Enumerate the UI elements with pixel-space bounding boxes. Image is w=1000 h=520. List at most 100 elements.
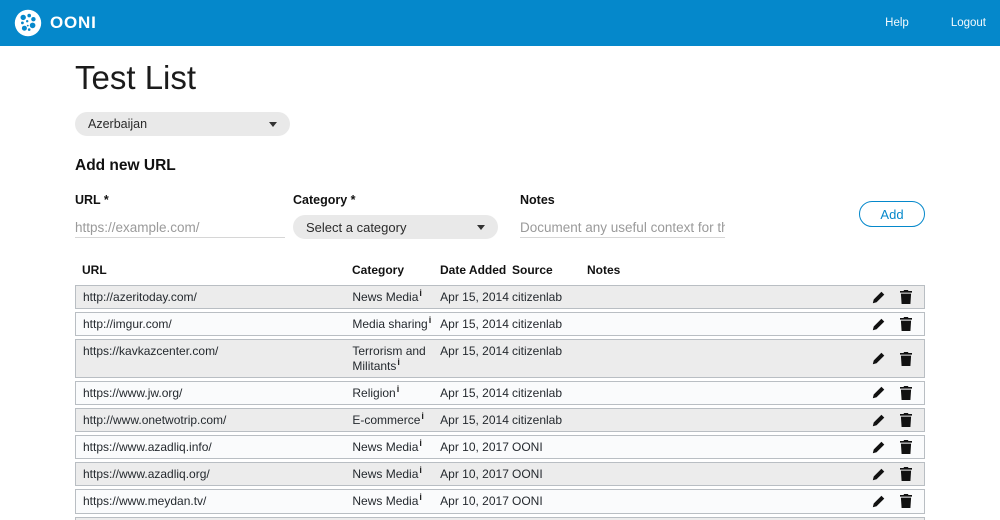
delete-icon[interactable]: [899, 467, 912, 482]
edit-icon[interactable]: [872, 495, 885, 508]
delete-icon[interactable]: [899, 494, 912, 509]
date-added-cell: Apr 15, 2014: [440, 290, 509, 305]
category-value: Terrorism and Militants: [352, 344, 426, 373]
source-cell: citizenlab: [511, 385, 563, 400]
header-source: Source: [512, 263, 553, 277]
table-row: https://www.azadliq.info/ News Mediai Ap…: [75, 435, 925, 460]
url-cell: https://www.azadliq.org/: [83, 467, 210, 482]
table-row: http://imgur.com/ Media sharingi Apr 15,…: [75, 312, 925, 337]
table-row: http://azeritoday.com/ News Mediai Apr 1…: [75, 285, 925, 310]
notes-cell: [587, 344, 864, 372]
url-cell: http://azeritoday.com/: [83, 290, 197, 305]
info-icon: i: [396, 383, 400, 394]
notes-cell: [587, 386, 864, 400]
row-actions: [864, 440, 924, 455]
edit-icon[interactable]: [872, 318, 885, 331]
add-button[interactable]: Add: [859, 201, 925, 227]
table-row: http://www.onetwotrip.com/ E-commercei A…: [75, 407, 925, 433]
url-cell: https://www.jw.org/: [83, 385, 183, 400]
source-cell: OONI: [511, 494, 543, 509]
delete-icon[interactable]: [899, 413, 912, 428]
add-url-heading: Add new URL: [75, 157, 176, 174]
date-added-cell: Apr 15, 2014: [440, 344, 509, 359]
row-actions: [864, 413, 924, 428]
info-icon: i: [419, 492, 422, 503]
source-cell: citizenlab: [511, 412, 563, 427]
info-icon: i: [428, 315, 432, 326]
delete-icon[interactable]: [899, 351, 912, 366]
row-actions: [864, 351, 924, 366]
notes-cell: [587, 467, 864, 481]
edit-icon[interactable]: [872, 414, 885, 427]
date-added-cell: Apr 15, 2014: [440, 412, 509, 427]
date-added-cell: Apr 10, 2017: [440, 440, 509, 455]
info-icon: i: [397, 356, 400, 367]
table-header-row: URL Category Date Added Source Notes: [75, 263, 925, 282]
info-icon: i: [421, 410, 424, 421]
edit-icon[interactable]: [872, 468, 885, 481]
category-cell: News Mediai: [352, 438, 440, 455]
notes-input[interactable]: [520, 217, 725, 238]
notes-cell: [587, 290, 864, 304]
edit-icon[interactable]: [872, 441, 885, 454]
date-added-cell: Apr 10, 2017: [440, 467, 509, 482]
category-value: Media sharing: [352, 317, 428, 332]
category-select-value: Select a category: [306, 219, 407, 235]
row-actions: [864, 494, 924, 509]
chevron-down-icon: [477, 224, 485, 230]
url-cell: http://www.onetwotrip.com/: [83, 412, 227, 427]
notes-cell: [587, 494, 864, 508]
category-select[interactable]: Select a category: [293, 215, 498, 239]
date-added-cell: Apr 10, 2017: [440, 494, 509, 509]
add-url-form: URL * Category * Select a category Notes…: [75, 193, 925, 239]
date-added-cell: Apr 15, 2014: [440, 385, 509, 400]
category-cell: News Mediai: [352, 492, 440, 509]
url-input[interactable]: [75, 217, 285, 238]
row-actions: [864, 290, 924, 305]
notes-cell: [587, 440, 864, 454]
info-icon: i: [419, 288, 422, 299]
delete-icon[interactable]: [899, 385, 912, 400]
edit-icon[interactable]: [872, 291, 885, 304]
table-row: http://www.abzas.net/ News Mediai Apr 10…: [75, 516, 925, 520]
table-row: https://www.meydan.tv/ News Mediai Apr 1…: [75, 489, 925, 514]
source-cell: citizenlab: [511, 317, 563, 332]
top-navbar: OONI Help Logout: [0, 0, 1000, 46]
brand-wordmark: OONI: [50, 13, 97, 32]
category-cell: Religioni: [352, 383, 440, 400]
header-date-added: Date Added: [440, 263, 507, 277]
page-title: Test List: [75, 59, 197, 96]
header-url: URL: [82, 263, 107, 277]
source-cell: citizenlab: [511, 344, 563, 359]
top-nav-links: Help Logout: [843, 17, 986, 29]
category-cell: News Mediai: [352, 288, 440, 305]
url-cell: https://kavkazcenter.com/: [83, 344, 219, 359]
delete-icon[interactable]: [899, 317, 912, 332]
row-actions: [864, 467, 924, 482]
edit-icon[interactable]: [872, 352, 885, 365]
notes-cell: [587, 413, 864, 427]
category-cell: Media sharingi: [352, 315, 440, 332]
url-cell: https://www.meydan.tv/: [83, 494, 207, 509]
ooni-logo-icon: [14, 9, 42, 37]
row-actions: [864, 385, 924, 400]
table-row: https://www.jw.org/ Religioni Apr 15, 20…: [75, 380, 925, 405]
category-cell: News Mediai: [352, 466, 440, 482]
category-value: E-commerce: [352, 412, 421, 427]
chevron-down-icon: [269, 121, 277, 127]
source-cell: citizenlab: [511, 290, 563, 305]
category-value: News Media: [352, 494, 419, 509]
row-actions: [864, 317, 924, 332]
header-category: Category: [352, 263, 405, 277]
info-icon: i: [419, 438, 422, 449]
country-select[interactable]: Azerbaijan: [75, 112, 290, 136]
delete-icon[interactable]: [899, 290, 912, 305]
delete-icon[interactable]: [899, 440, 912, 455]
help-link[interactable]: Help: [885, 17, 909, 29]
url-table-body: http://azeritoday.com/ News Mediai Apr 1…: [75, 285, 925, 520]
url-cell: http://imgur.com/: [83, 317, 172, 332]
header-notes: Notes: [587, 263, 621, 277]
category-value: News Media: [352, 290, 419, 305]
logout-link[interactable]: Logout: [950, 17, 986, 29]
edit-icon[interactable]: [872, 386, 885, 399]
